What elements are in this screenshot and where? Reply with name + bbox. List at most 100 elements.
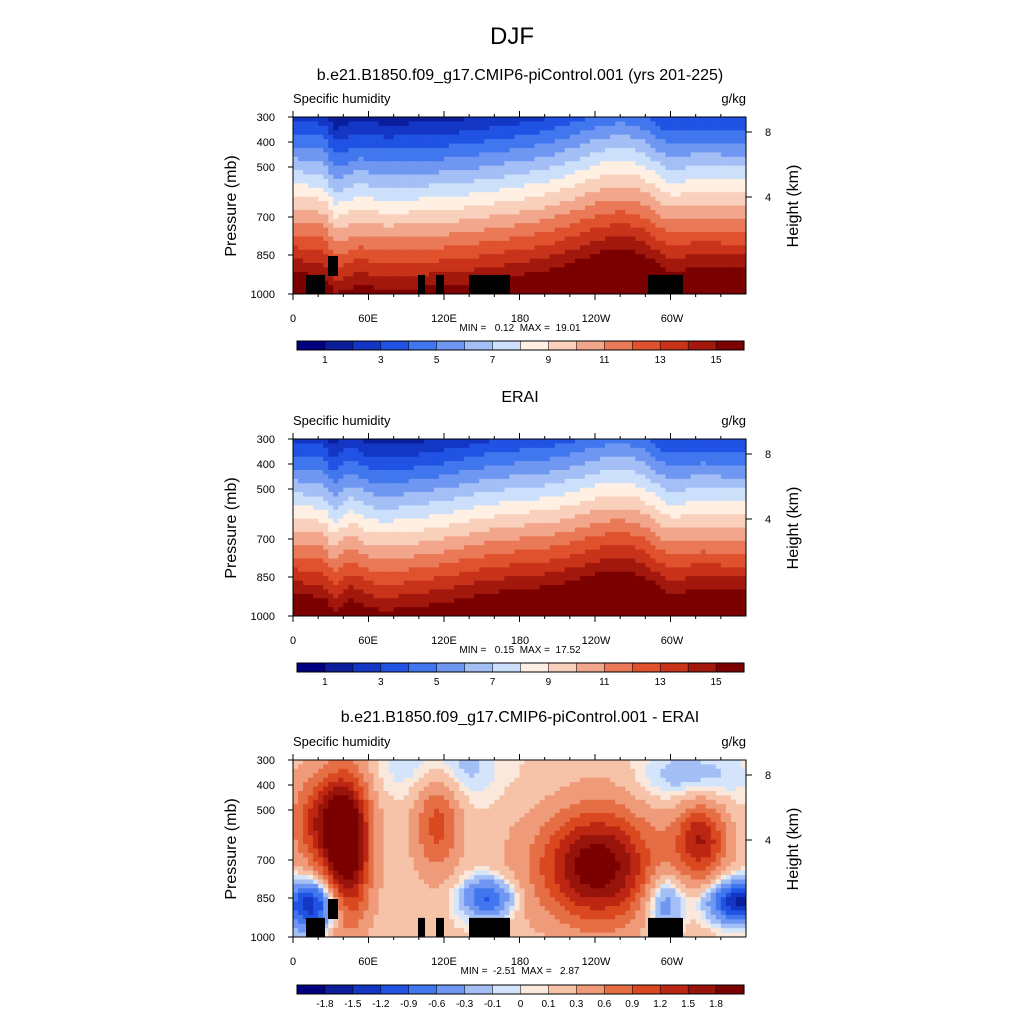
heatmap-cell <box>494 192 500 198</box>
heatmap-cell <box>338 223 344 229</box>
heatmap-cell <box>358 147 365 153</box>
heatmap-cell <box>605 178 611 184</box>
heatmap-cell <box>464 156 470 162</box>
heatmap-cell <box>620 223 626 229</box>
heatmap-cell <box>474 174 480 180</box>
heatmap-cell <box>685 232 692 238</box>
heatmap-cell <box>358 170 365 176</box>
heatmap-cell <box>519 125 526 131</box>
heatmap-cell <box>303 263 309 269</box>
heatmap-cell <box>388 492 395 498</box>
heatmap-cell <box>695 214 702 220</box>
heatmap-cell <box>418 201 425 207</box>
heatmap-cell <box>529 443 536 449</box>
heatmap-cell <box>660 161 667 167</box>
heatmap-cell <box>579 461 586 467</box>
heatmap-cell <box>444 289 450 294</box>
heatmap-cell <box>524 178 531 184</box>
heatmap-cell <box>534 461 541 467</box>
heatmap-cell <box>449 130 455 136</box>
heatmap-cell <box>504 152 511 158</box>
heatmap-cell <box>504 156 511 162</box>
heatmap-cell <box>605 443 611 449</box>
heatmap-cell <box>378 209 385 215</box>
heatmap-cell <box>524 245 531 251</box>
heatmap-cell <box>665 254 672 260</box>
heatmap-cell <box>373 474 380 480</box>
heatmap-cell <box>328 178 334 184</box>
heatmap-cell <box>403 492 410 498</box>
heatmap-cell <box>720 143 727 149</box>
heatmap-cell <box>298 263 304 269</box>
heatmap-cell <box>509 280 516 286</box>
heatmap-cell <box>298 117 304 123</box>
heatmap-cell <box>519 439 526 445</box>
heatmap-cell <box>715 170 722 176</box>
heatmap-cell <box>695 218 702 224</box>
heatmap-cell <box>700 276 707 282</box>
heatmap-cell <box>574 280 581 286</box>
heatmap-cell <box>318 147 324 153</box>
heatmap-cell <box>569 223 576 229</box>
heatmap-cell <box>579 205 586 211</box>
heatmap-cell <box>438 263 445 269</box>
heatmap-cell <box>635 165 641 171</box>
heatmap-cell <box>685 452 692 458</box>
heatmap-cell <box>650 254 656 260</box>
heatmap-cell <box>650 147 656 153</box>
heatmap-cell <box>348 232 354 238</box>
heatmap-cell <box>388 161 395 167</box>
heatmap-cell <box>438 232 445 238</box>
heatmap-cell <box>383 187 390 193</box>
heatmap-cell <box>489 496 495 502</box>
colorbar-swatch <box>408 340 438 351</box>
heatmap-cell <box>680 240 687 246</box>
heatmap-cell <box>484 174 490 180</box>
heatmap-cell <box>438 196 445 202</box>
heatmap-cell <box>595 487 601 493</box>
heatmap-cell <box>459 152 465 158</box>
heatmap-cell <box>393 192 400 198</box>
heatmap-cell <box>333 487 339 493</box>
heatmap-cell <box>735 183 742 189</box>
heatmap-cell <box>695 209 702 215</box>
heatmap-cell <box>630 487 636 493</box>
heatmap-cell <box>433 452 440 458</box>
heatmap-cell <box>328 223 334 229</box>
heatmap-cell <box>655 474 662 480</box>
heatmap-cell <box>449 254 455 260</box>
heatmap-cell <box>630 443 636 449</box>
heatmap-cell <box>680 170 687 176</box>
heatmap-cell <box>303 456 309 462</box>
heatmap-cell <box>514 461 521 467</box>
heatmap-cell <box>444 254 450 260</box>
heatmap-cell <box>544 289 551 294</box>
heatmap-cell <box>625 178 631 184</box>
heatmap-cell <box>464 447 470 453</box>
heatmap-cell <box>685 245 692 251</box>
heatmap-cell <box>615 465 621 471</box>
heatmap-cell <box>408 249 415 255</box>
heatmap-cell <box>378 143 385 149</box>
heatmap-cell <box>635 483 641 489</box>
heatmap-cell <box>474 258 480 264</box>
heatmap-cell <box>459 232 465 238</box>
heatmap-cell <box>449 456 455 462</box>
heatmap-cell <box>725 443 732 449</box>
heatmap-cell <box>529 245 536 251</box>
heatmap-cell <box>393 205 400 211</box>
heatmap-cell <box>529 492 536 498</box>
heatmap-cell <box>605 143 611 149</box>
heatmap-cell <box>615 443 621 449</box>
heatmap-cell <box>589 134 596 140</box>
heatmap-cell <box>655 487 662 493</box>
heatmap-cell <box>524 125 531 131</box>
heatmap-cell <box>645 125 651 131</box>
heatmap-cell <box>620 236 626 242</box>
heatmap-cell <box>313 174 319 180</box>
heatmap-cell <box>484 263 490 269</box>
heatmap-cell <box>569 170 576 176</box>
heatmap-cell <box>700 271 707 277</box>
heatmap-cell <box>519 254 526 260</box>
heatmap-cell <box>630 474 636 480</box>
